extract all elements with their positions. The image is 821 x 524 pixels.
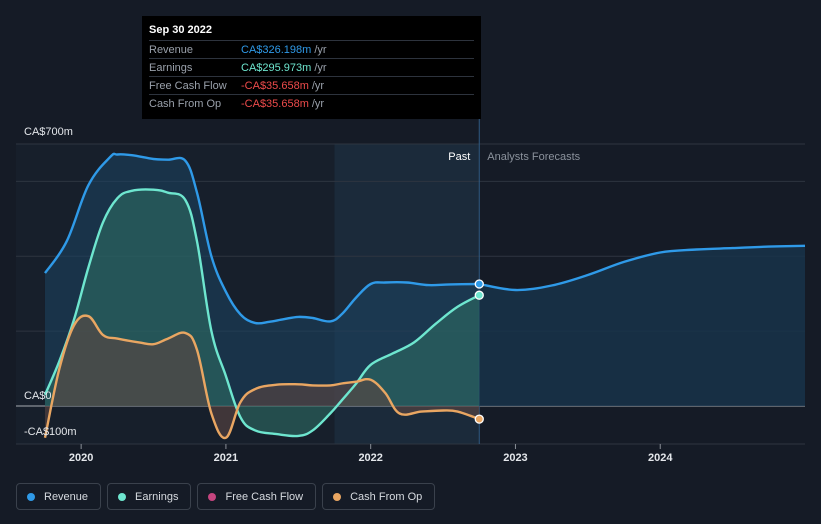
y-tick-label: CA$700m <box>24 126 73 138</box>
tooltip: Sep 30 2022 Revenue CA$326.198m /yr Earn… <box>142 16 481 119</box>
tooltip-unit: /yr <box>311 97 325 110</box>
legend-item-revenue[interactable]: Revenue <box>16 483 102 510</box>
legend-dot-icon <box>333 492 342 501</box>
tooltip-label: Free Cash Flow <box>149 79 227 92</box>
x-tick-label: 2023 <box>503 452 527 464</box>
tooltip-row-revenue: Revenue CA$326.198m /yr <box>149 40 474 58</box>
legend-item-earnings[interactable]: Earnings <box>107 483 192 510</box>
legend-dot-icon <box>118 492 127 501</box>
legend-label: Earnings <box>135 490 179 503</box>
legend-label: Cash From Op <box>350 490 423 503</box>
tooltip-label: Revenue <box>149 43 194 56</box>
tooltip-value: CA$326.198m <box>241 43 312 56</box>
tooltip-unit: /yr <box>314 61 327 74</box>
legend-label: Free Cash Flow <box>225 490 304 503</box>
tooltip-unit: /yr <box>314 43 327 56</box>
legend-dot-icon <box>208 492 217 501</box>
tooltip-row-cash-from-op: Cash From Op -CA$35.658m /yr <box>149 94 474 112</box>
tooltip-date: Sep 30 2022 <box>149 24 212 36</box>
tooltip-row-free-cash-flow: Free Cash Flow -CA$35.658m /yr <box>149 76 474 94</box>
tooltip-label: Cash From Op <box>149 97 222 110</box>
cash-from-op-line <box>43 314 480 440</box>
cash-from-op-marker <box>474 414 484 424</box>
legend: Revenue Earnings Free Cash Flow Cash Fro… <box>16 483 436 510</box>
tooltip-value: -CA$35.658m <box>241 79 309 92</box>
tooltip-value: -CA$35.658m <box>241 97 309 110</box>
x-tick-label: 2022 <box>358 452 382 464</box>
earnings-marker <box>474 290 484 300</box>
tooltip-row-earnings: Earnings CA$295.973m /yr <box>149 58 474 76</box>
earnings-line <box>43 188 480 438</box>
past-label: Past <box>448 151 470 163</box>
x-tick-label: 2021 <box>214 452 238 464</box>
cash-from-op-area <box>44 315 480 439</box>
revenue-forecast-line <box>479 244 806 292</box>
y-tick-label: -CA$100m <box>24 426 77 438</box>
revenue-line <box>44 152 480 325</box>
y-tick-label: CA$0 <box>24 390 52 402</box>
revenue-forecast-area <box>479 245 805 406</box>
tooltip-label: Earnings <box>149 61 193 74</box>
revenue-marker <box>474 279 484 289</box>
x-tick-label: 2024 <box>648 452 673 464</box>
tooltip-value: CA$295.973m <box>241 61 312 74</box>
forecast-label: Analysts Forecasts <box>487 151 580 163</box>
legend-item-cash-from-op[interactable]: Cash From Op <box>322 483 436 510</box>
x-tick-label: 2020 <box>69 452 93 464</box>
legend-label: Revenue <box>44 490 89 503</box>
tooltip-unit: /yr <box>311 79 325 92</box>
legend-dot-icon <box>27 492 35 501</box>
legend-item-free-cash-flow[interactable]: Free Cash Flow <box>197 483 317 510</box>
